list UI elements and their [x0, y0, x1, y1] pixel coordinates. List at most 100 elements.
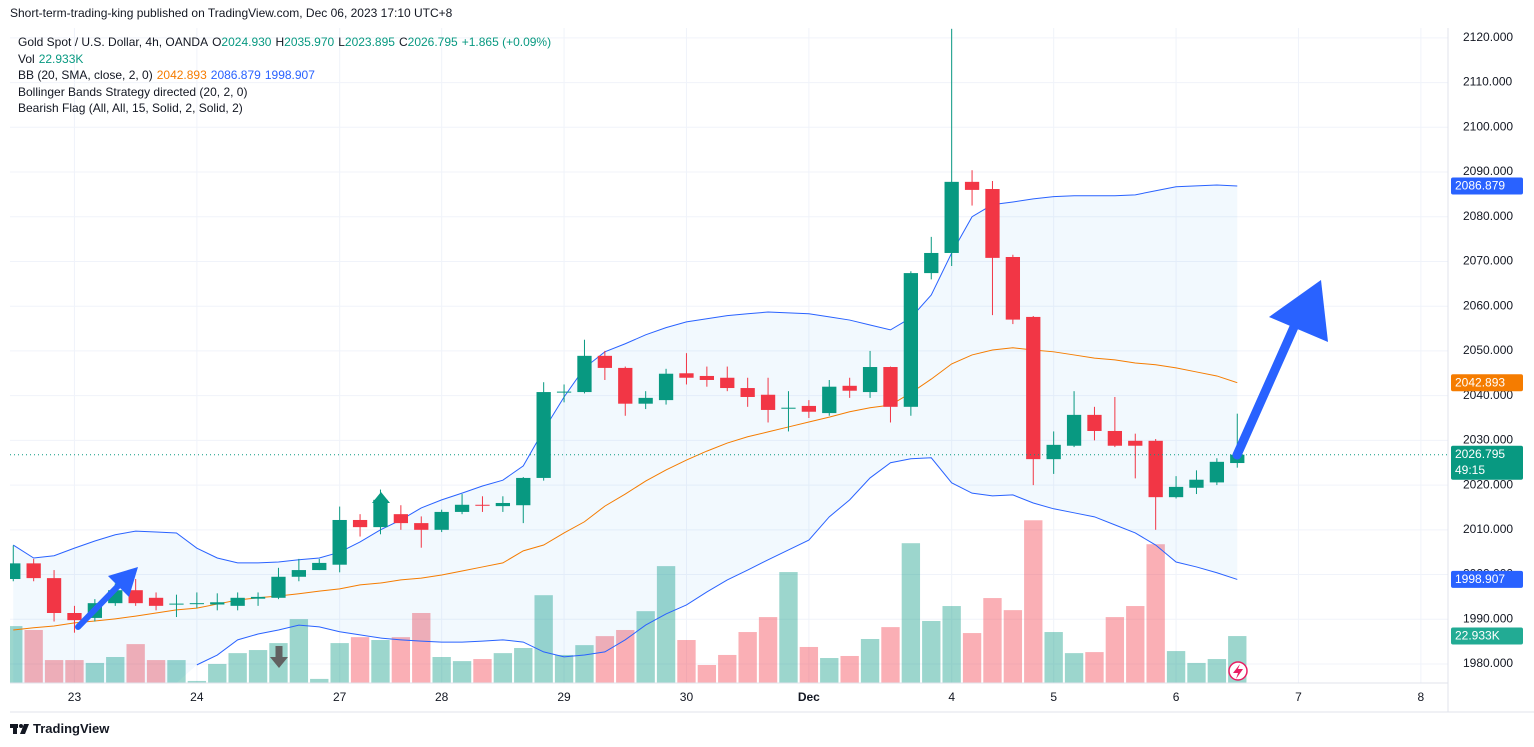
candle-body [26, 563, 41, 579]
arrow-shaft [75, 579, 125, 630]
ohlc-value: 2035.970 [284, 35, 335, 49]
volume-bar [1024, 520, 1043, 683]
candle-body [189, 603, 205, 605]
ohlc-value: 2026.795 [407, 35, 458, 49]
volume-bar [616, 629, 635, 683]
volume-bar [677, 640, 696, 683]
volume-bar [187, 680, 207, 683]
volume-bar [1003, 610, 1023, 683]
ohlc-key: O [212, 35, 222, 49]
indicator-name: Bearish Flag (All, All, 15, Solid, 2, So… [18, 101, 243, 116]
volume-bar [1064, 653, 1084, 683]
legend-row: BB (20, SMA, close, 2, 0) 2042.893 2086.87… [18, 67, 555, 84]
candle-body [618, 367, 633, 404]
volume-bar [432, 657, 451, 683]
drawings [10, 280, 1328, 734]
volume-bar [860, 638, 880, 683]
price-badge-label: 2026.795 [1455, 447, 1505, 461]
volume-bar [983, 598, 1002, 683]
ohlc-value: 2023.895 [344, 35, 395, 49]
candle-body [434, 511, 449, 530]
buy-signal [372, 492, 390, 512]
candle-body [169, 603, 184, 605]
volume-bar [1187, 662, 1206, 683]
y-tick-label: 1980.000 [1463, 656, 1513, 670]
volume-bar [330, 643, 349, 683]
y-tick-label: 1990.000 [1463, 611, 1513, 625]
volume-badge [1451, 627, 1523, 645]
volume-bar [1085, 652, 1104, 683]
bands-value: 1998.907 [264, 68, 315, 83]
candle-body [352, 519, 368, 528]
x-tick-label: 23 [68, 690, 82, 704]
candle-body [1128, 440, 1143, 446]
candle-body [1046, 444, 1061, 460]
band-badge-label: 2042.893 [1455, 375, 1505, 389]
candle-body [597, 355, 613, 368]
candle-body [148, 597, 164, 606]
volume-bar [146, 660, 166, 683]
volume-bar [44, 660, 64, 683]
candle-body [1026, 316, 1041, 460]
volume-bar [1146, 544, 1165, 683]
symbol-title: Gold Spot / U.S. Dollar, 4h, OANDA [18, 35, 209, 49]
volume-bar [962, 633, 982, 683]
bands-value: 2042.893 [156, 68, 207, 83]
axes: 1980.0001990.0002000.0002010.0002020.000… [68, 30, 1523, 704]
candle-body [454, 504, 470, 512]
y-tick-label: 2070.000 [1463, 254, 1513, 268]
logo-part [20, 724, 29, 734]
candle-body [1148, 440, 1163, 498]
x-tick-label: 30 [680, 690, 694, 704]
y-tick-label: 2020.000 [1463, 477, 1513, 491]
legend-row: Bollinger Bands Strategy directed (20, 2… [18, 84, 555, 101]
volume-name: Vol [18, 51, 35, 66]
candle-body [1066, 414, 1082, 446]
candle-body [964, 181, 980, 190]
band-badge [1451, 177, 1523, 195]
volume-bar [718, 654, 737, 683]
legend-row: Bearish Flag (All, All, 15, Solid, 2, So… [18, 100, 555, 117]
candle-body [1107, 430, 1123, 446]
bands-name: BB (20, SMA, close, 2, 0) [18, 68, 153, 83]
volume-bar [636, 611, 655, 683]
volume-value: 22.933K [38, 51, 84, 66]
candle-body [801, 405, 817, 412]
x-tick-label: 29 [557, 690, 571, 704]
candle-body [720, 377, 735, 389]
legend-row: Gold Spot / U.S. Dollar, 4h, OANDA O2024.… [18, 34, 555, 51]
candle-body [924, 252, 939, 274]
published-note: Short-term-trading-king published on Tra… [10, 6, 453, 20]
candle-body [883, 367, 898, 407]
volume-bar [391, 637, 411, 683]
x-tick-label: 27 [333, 690, 347, 704]
legend: Gold Spot / U.S. Dollar, 4h, OANDA O2024.… [18, 34, 555, 117]
candle-body [495, 502, 511, 507]
y-tick-label: 2040.000 [1463, 388, 1513, 402]
ohlc-key: L [338, 35, 345, 49]
candle-body [271, 576, 286, 598]
volume-bar [106, 657, 125, 683]
logo [10, 724, 29, 734]
volume-bar [758, 617, 778, 683]
volume-bar [350, 637, 370, 683]
candle-body [475, 504, 490, 506]
candle-body [1005, 256, 1021, 320]
volume-bar [24, 629, 43, 683]
x-tick-label: 4 [948, 690, 955, 704]
volume-bar [1044, 632, 1063, 683]
volume-bar [922, 620, 941, 683]
y-tick-label: 2080.000 [1463, 209, 1513, 223]
x-tick-label: 6 [1173, 690, 1180, 704]
volume-bar [412, 612, 431, 683]
candle-body [536, 392, 551, 478]
ohlc-value: 2024.930 [221, 35, 272, 49]
candle-body [128, 590, 143, 604]
volume-bar [85, 662, 105, 683]
volume-bar [942, 606, 961, 683]
candle-body [10, 563, 21, 580]
arrow-head [108, 567, 138, 597]
volume-bar [208, 663, 227, 683]
